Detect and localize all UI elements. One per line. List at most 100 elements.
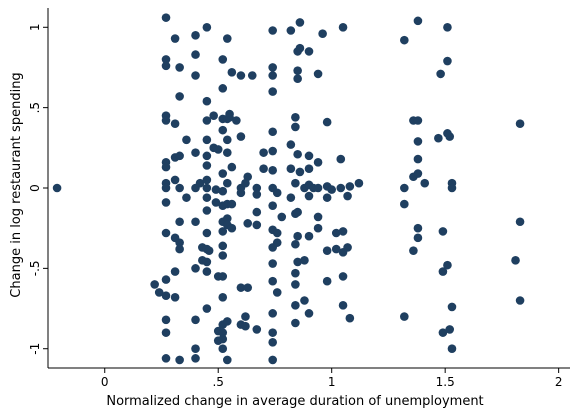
data-point [293, 207, 302, 217]
data-point [236, 188, 246, 198]
data-point [322, 193, 332, 202]
data-point [222, 148, 232, 157]
x-tick-label: 0 [101, 375, 109, 389]
data-point [293, 149, 302, 159]
data-point [202, 161, 212, 170]
data-point [268, 328, 277, 337]
data-point [272, 288, 282, 297]
data-point [161, 61, 171, 71]
data-point [227, 223, 237, 233]
data-point [202, 193, 212, 202]
data-point [293, 257, 302, 267]
data-point [272, 238, 282, 247]
data-point [202, 116, 212, 125]
data-point [304, 47, 314, 56]
data-point [191, 315, 200, 325]
data-point [304, 309, 314, 318]
data-point [300, 296, 309, 305]
data-point [511, 256, 520, 265]
data-point [343, 243, 352, 252]
data-point [170, 34, 180, 43]
data-point [318, 29, 327, 39]
data-point [445, 325, 455, 334]
x-axis: 0 .5 1 1.5 2 [101, 368, 563, 389]
data-point [443, 260, 452, 270]
y-axis-title: Change in log restaurant spending [9, 72, 24, 297]
data-point [222, 214, 232, 223]
data-point [175, 244, 184, 254]
data-point [161, 162, 171, 172]
data-point [175, 151, 184, 161]
data-point [400, 183, 409, 193]
data-point [443, 22, 452, 32]
data-point [286, 140, 296, 149]
data-point [161, 354, 171, 363]
data-point [218, 186, 228, 196]
data-point [213, 145, 223, 154]
data-point [304, 164, 314, 174]
data-point [175, 183, 184, 193]
data-point [252, 220, 262, 230]
data-point [161, 198, 171, 207]
data-point [150, 280, 159, 289]
data-point [202, 267, 212, 276]
data-point [252, 183, 262, 193]
data-point [313, 69, 323, 79]
data-point [243, 283, 253, 292]
data-point [272, 188, 282, 198]
x-tick-label: 1 [328, 375, 336, 389]
data-point [191, 31, 200, 40]
data-point [154, 288, 164, 297]
data-point [338, 301, 348, 310]
data-point [268, 355, 277, 365]
data-point [343, 191, 352, 201]
data-point [272, 228, 282, 238]
data-point [300, 256, 309, 265]
data-point [291, 112, 300, 122]
data-point [202, 96, 212, 106]
data-point [268, 146, 277, 156]
data-point [313, 157, 323, 167]
data-point [161, 315, 171, 325]
data-point [175, 238, 184, 247]
data-point [202, 175, 212, 185]
data-point [295, 18, 305, 27]
data-point [218, 334, 228, 344]
data-point [345, 182, 355, 191]
data-point [438, 328, 448, 337]
data-point [175, 355, 184, 365]
data-point [304, 191, 314, 201]
data-point [515, 296, 525, 305]
data-point [268, 201, 277, 210]
data-point [191, 264, 200, 273]
data-point [313, 212, 323, 222]
data-point [241, 321, 250, 331]
data-point [232, 116, 241, 125]
data-point [322, 246, 332, 255]
data-point [322, 117, 332, 127]
data-point [202, 22, 212, 32]
data-point [313, 183, 323, 193]
data-point [400, 199, 409, 209]
x-tick-label: 1.5 [436, 375, 455, 389]
data-point [225, 112, 234, 122]
data-point [291, 268, 300, 278]
data-point [227, 67, 237, 77]
data-point [268, 276, 277, 286]
data-point [268, 63, 277, 72]
data-point [191, 148, 200, 157]
data-point [295, 43, 305, 53]
data-point [170, 119, 180, 129]
data-point [331, 244, 341, 254]
data-point [291, 122, 300, 132]
data-point [243, 219, 253, 228]
x-tick-label: 2 [555, 375, 563, 389]
data-point [222, 317, 232, 326]
data-point [413, 169, 423, 178]
data-point [252, 325, 262, 334]
data-point [447, 183, 457, 193]
data-point [222, 178, 232, 188]
x-axis-title: Normalized change in average duration of… [106, 394, 483, 409]
data-point [236, 132, 246, 141]
